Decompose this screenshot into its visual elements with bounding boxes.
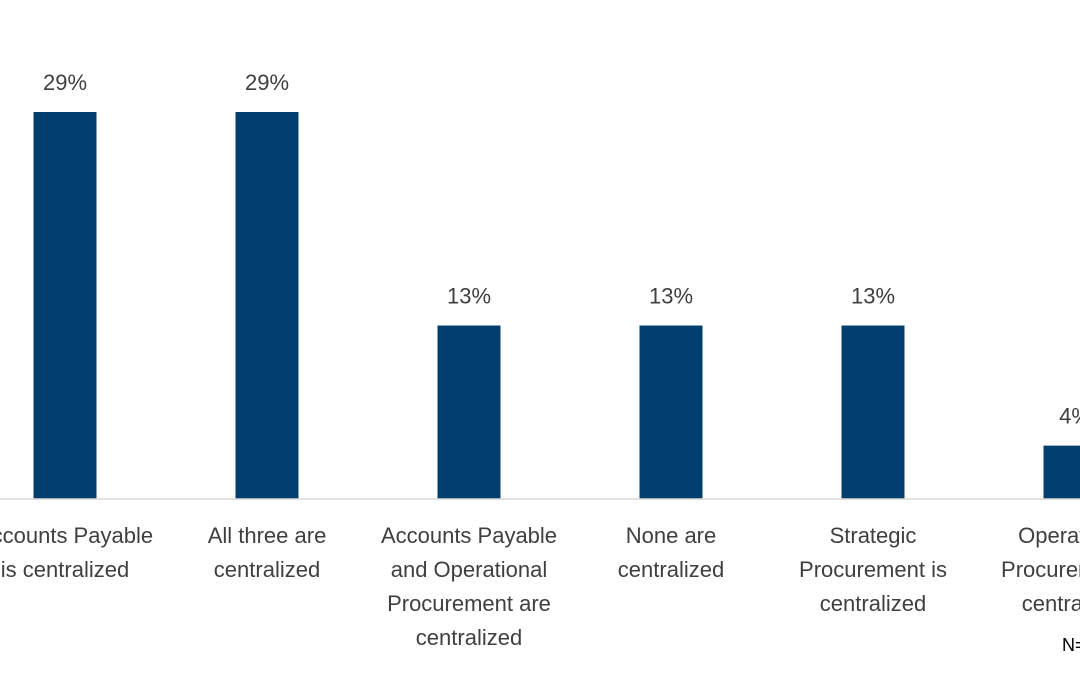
- category-label-3-line-2: and Operational: [391, 557, 548, 582]
- category-label-5-line-1: Strategic: [830, 523, 917, 548]
- category-label-4-line-2: centralized: [618, 557, 724, 582]
- bar-4: [639, 325, 703, 499]
- bar-value-label-6: 4%: [1059, 404, 1080, 429]
- value-labels-group: 29% 29% 13% 13% 13% 4%: [43, 70, 1080, 429]
- category-label-1-line-2: is centralized: [1, 557, 129, 582]
- category-label-3-line-4: centralized: [416, 625, 522, 650]
- bar-3: [437, 325, 501, 499]
- bar-6: [1043, 445, 1080, 499]
- category-label-5-line-3: centralized: [820, 591, 926, 616]
- category-label-6-line-3: centralized: [1022, 591, 1080, 616]
- bars-group: [33, 112, 1080, 499]
- category-label-4-line-1: None are: [626, 523, 717, 548]
- bar-value-label-2: 29%: [245, 70, 289, 95]
- category-labels-group: Accounts Payable is centralized All three …: [0, 523, 1080, 650]
- category-label-2-line-1: All three are: [208, 523, 327, 548]
- bar-1: [33, 112, 97, 499]
- category-label-5-line-2: Procurement is: [799, 557, 947, 582]
- category-label-1-line-1: Accounts Payable: [0, 523, 153, 548]
- category-label-2-line-2: centralized: [214, 557, 320, 582]
- bar-value-label-4: 13%: [649, 284, 693, 309]
- category-label-6-line-2: Procurement is: [1001, 557, 1080, 582]
- sample-size-note: N=: [1062, 635, 1080, 655]
- bar-value-label-1: 29%: [43, 70, 87, 95]
- category-label-3-line-3: Procurement are: [387, 591, 551, 616]
- bar-5: [841, 325, 905, 499]
- bar-2: [235, 112, 299, 499]
- category-label-3-line-1: Accounts Payable: [381, 523, 557, 548]
- bar-value-label-3: 13%: [447, 284, 491, 309]
- category-label-6-line-1: Operational: [1018, 523, 1080, 548]
- bar-value-label-5: 13%: [851, 284, 895, 309]
